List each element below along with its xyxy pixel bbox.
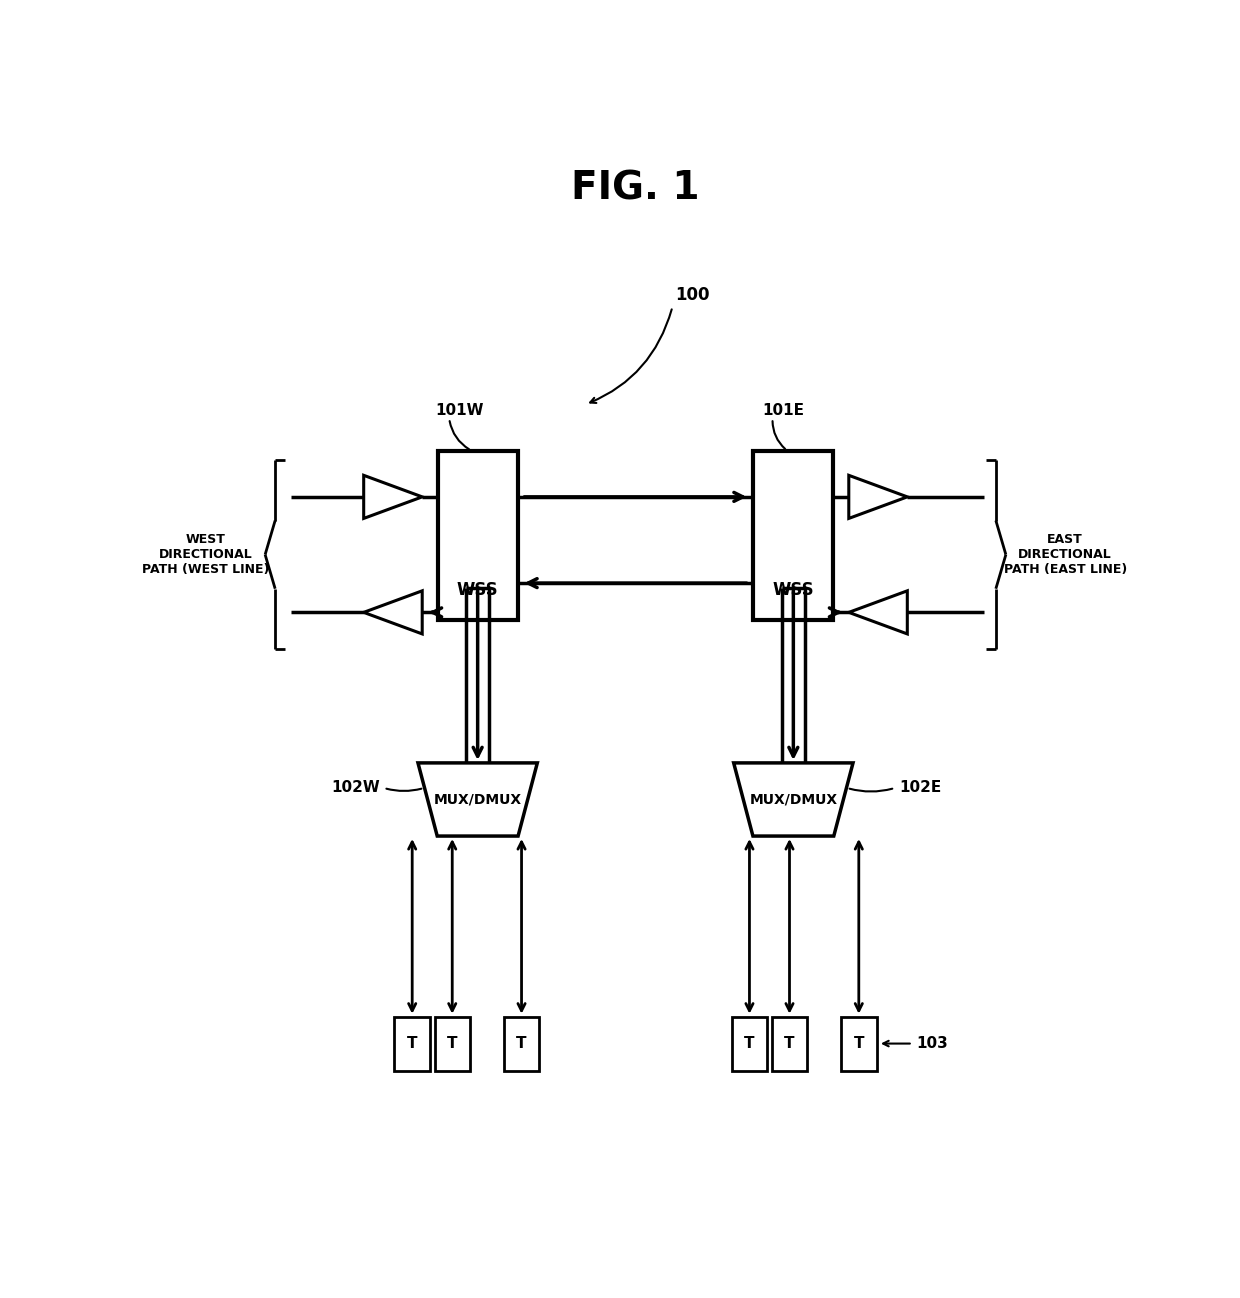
Text: T: T xyxy=(446,1036,458,1051)
Polygon shape xyxy=(363,475,422,518)
Text: WEST
DIRECTIONAL
PATH (WEST LINE): WEST DIRECTIONAL PATH (WEST LINE) xyxy=(143,533,269,576)
Bar xyxy=(841,1016,877,1071)
Text: WSS: WSS xyxy=(773,580,815,598)
Bar xyxy=(503,1016,539,1071)
Text: T: T xyxy=(516,1036,527,1051)
Text: 102E: 102E xyxy=(899,780,941,796)
Text: FIG. 1: FIG. 1 xyxy=(572,170,699,208)
Text: 101E: 101E xyxy=(763,402,805,418)
Polygon shape xyxy=(849,475,908,518)
Text: T: T xyxy=(744,1036,755,1051)
Text: WSS: WSS xyxy=(456,580,498,598)
Bar xyxy=(434,1016,470,1071)
Polygon shape xyxy=(418,763,537,836)
Text: 103: 103 xyxy=(916,1036,949,1051)
Bar xyxy=(732,1016,768,1071)
Text: MUX/DMUX: MUX/DMUX xyxy=(434,793,522,806)
Polygon shape xyxy=(849,591,908,633)
Text: EAST
DIRECTIONAL
PATH (EAST LINE): EAST DIRECTIONAL PATH (EAST LINE) xyxy=(1003,533,1127,576)
Bar xyxy=(771,1016,807,1071)
Polygon shape xyxy=(363,591,422,633)
Text: T: T xyxy=(784,1036,795,1051)
Text: 100: 100 xyxy=(676,287,711,304)
Text: T: T xyxy=(407,1036,418,1051)
Polygon shape xyxy=(734,763,853,836)
Text: 101W: 101W xyxy=(435,402,484,418)
Text: 102W: 102W xyxy=(331,780,379,796)
Bar xyxy=(438,450,517,620)
Bar xyxy=(394,1016,430,1071)
Bar xyxy=(754,450,833,620)
Text: T: T xyxy=(853,1036,864,1051)
Text: MUX/DMUX: MUX/DMUX xyxy=(749,793,837,806)
